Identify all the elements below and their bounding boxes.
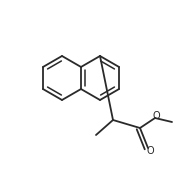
Text: O: O <box>146 146 154 156</box>
Text: O: O <box>152 111 160 121</box>
